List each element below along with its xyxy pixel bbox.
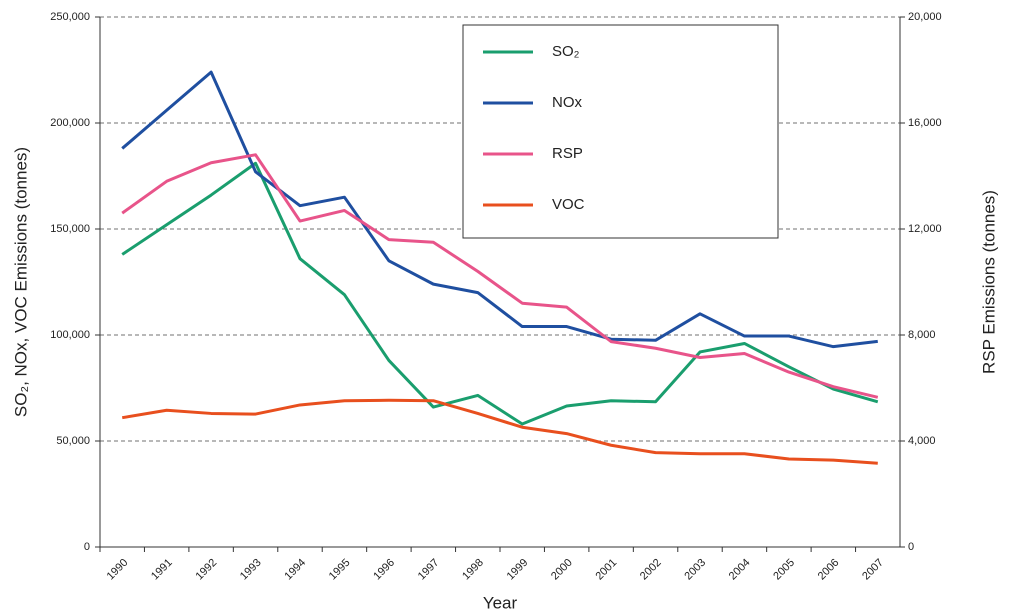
x-tick-label: 2000: [549, 557, 575, 583]
x-tick-label: 2005: [771, 557, 797, 583]
x-tick-label: 2004: [727, 557, 753, 583]
y2-tick-label: 16,000: [908, 117, 942, 129]
legend-box: [462, 24, 779, 239]
legend-label: RSP: [552, 145, 583, 162]
y-tick-label: 150,000: [50, 223, 90, 235]
x-tick-label: 2001: [593, 557, 619, 583]
x-tick-label: 2002: [638, 557, 664, 583]
series-line: [121, 161, 879, 426]
x-tick-label: 1994: [282, 557, 308, 583]
x-tick-label: 1998: [460, 557, 486, 583]
y2-tick-label: 8,000: [908, 329, 936, 341]
y-tick-label: 0: [84, 541, 90, 553]
legend-label: VOC: [552, 196, 585, 213]
series-line: [121, 398, 878, 465]
y2-tick-label: 20,000: [908, 11, 942, 23]
y-tick-label: 200,000: [50, 117, 90, 129]
y2-tick-label: 12,000: [908, 223, 942, 235]
y-axis-title: SO₂, NOx, VOC Emissions (tonnes): [11, 147, 30, 417]
legend-label: NOx: [552, 94, 583, 111]
x-axis-title: Year: [483, 593, 518, 612]
y2-tick-label: 4,000: [908, 435, 936, 447]
x-tick-label: 2006: [816, 557, 842, 583]
x-tick-label: 2007: [860, 557, 886, 583]
x-tick-label: 1993: [238, 557, 264, 583]
y-tick-label: 100,000: [50, 329, 90, 341]
x-tick-label: 2003: [682, 557, 708, 583]
y-tick-label: 50,000: [56, 435, 90, 447]
x-tick-label: 1999: [505, 557, 531, 583]
x-tick-label: 1997: [416, 557, 442, 583]
series-line: [121, 153, 879, 399]
y2-tick-label: 0: [908, 541, 914, 553]
x-tick-label: 1990: [105, 557, 131, 583]
legend-label: SO₂: [552, 43, 580, 60]
x-tick-label: 1991: [149, 557, 175, 583]
y-tick-label: 250,000: [50, 11, 90, 23]
y2-axis-title: RSP Emissions (tonnes): [979, 190, 998, 374]
x-tick-label: 1992: [193, 557, 219, 583]
x-tick-label: 1996: [371, 557, 397, 583]
x-tick-label: 1995: [327, 557, 353, 583]
